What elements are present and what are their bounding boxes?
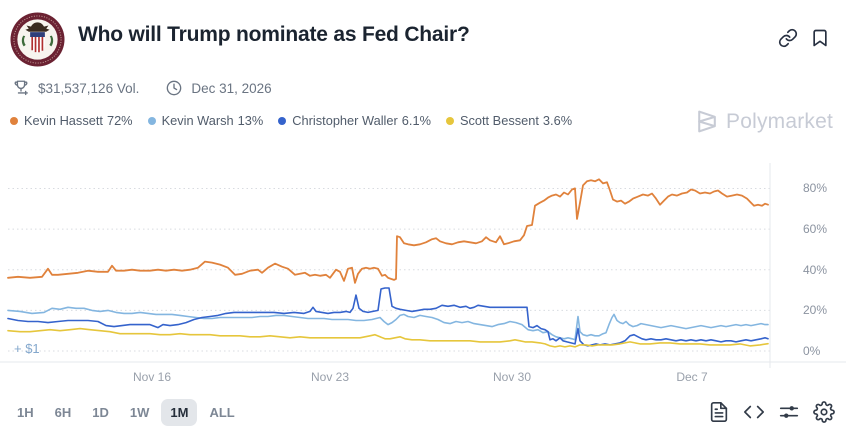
x-axis-label: Nov 16 — [132, 370, 172, 384]
x-axis-label: Nov 30 — [492, 370, 532, 384]
bookmark-icon[interactable] — [810, 28, 830, 48]
x-axis-label: Nov 23 — [310, 370, 350, 384]
watermark-text: Polymarket — [726, 109, 834, 133]
range-button-1m[interactable]: 1M — [161, 399, 198, 426]
range-button-all[interactable]: ALL — [200, 399, 243, 426]
chart-actions — [708, 401, 835, 423]
legend-label: Scott Bessent — [459, 113, 539, 128]
legend-dot — [10, 116, 18, 125]
link-icon[interactable] — [778, 28, 798, 48]
page-title: Who will Trump nominate as Fed Chair? — [78, 23, 470, 46]
trophy-icon — [12, 79, 30, 97]
legend-value: 72% — [106, 113, 133, 128]
y-axis-label: 0% — [803, 344, 821, 358]
gear-icon[interactable] — [813, 401, 835, 423]
series-line-scott-bessent — [7, 327, 769, 348]
time-range-toolbar: 1H 6H 1D 1W 1M ALL — [8, 399, 244, 426]
legend-item-kevin-warsh[interactable]: Kevin Warsh 13% — [147, 113, 264, 128]
sliders-icon[interactable] — [778, 401, 800, 423]
legend-item-scott-bessent[interactable]: Scott Bessent 3.6% — [445, 113, 573, 128]
market-image-fed-seal — [10, 12, 65, 67]
legend-item-christopher-waller[interactable]: Christopher Waller 6.1% — [278, 113, 431, 128]
news-icon[interactable] — [708, 401, 730, 423]
embed-code-icon[interactable] — [743, 401, 765, 423]
polymarket-watermark: Polymarket — [694, 108, 833, 135]
range-button-1d[interactable]: 1D — [83, 399, 118, 426]
volume-text: $31,537,126 Vol. — [38, 80, 140, 96]
clock-icon — [165, 79, 183, 97]
stats-row: $31,537,126 Vol. Dec 31, 2026 — [12, 79, 272, 97]
reward-badge[interactable]: + $1 — [14, 341, 40, 356]
range-button-1w[interactable]: 1W — [121, 399, 159, 426]
legend-value: 3.6% — [542, 113, 573, 128]
series-line-kevin-hassett — [7, 178, 769, 284]
legend-label: Christopher Waller — [292, 113, 398, 128]
range-button-6h[interactable]: 6H — [46, 399, 81, 426]
y-axis-label: 80% — [803, 181, 828, 196]
end-date-text: Dec 31, 2026 — [191, 80, 272, 96]
x-axis-label: Dec 7 — [676, 370, 708, 384]
legend-dot — [147, 116, 156, 125]
legend-item-kevin-hassett[interactable]: Kevin Hassett 72% — [10, 113, 133, 128]
legend-label: Kevin Warsh — [161, 113, 234, 128]
y-axis-label: 60% — [803, 222, 828, 237]
y-axis-label: 40% — [803, 262, 828, 277]
legend-value: 13% — [237, 113, 264, 128]
legend-label: Kevin Hassett — [24, 113, 103, 128]
series-line-christopher-waller — [7, 287, 769, 347]
y-axis-label: 20% — [803, 303, 828, 318]
chart-legend: Kevin Hassett 72% Kevin Warsh 13% Christ… — [10, 113, 572, 128]
range-button-1h[interactable]: 1H — [8, 399, 43, 426]
legend-dot — [278, 116, 287, 125]
polymarket-logo-icon — [698, 110, 716, 133]
legend-value: 6.1% — [401, 113, 431, 128]
series-line-kevin-warsh — [7, 306, 769, 341]
legend-dot — [445, 116, 454, 125]
